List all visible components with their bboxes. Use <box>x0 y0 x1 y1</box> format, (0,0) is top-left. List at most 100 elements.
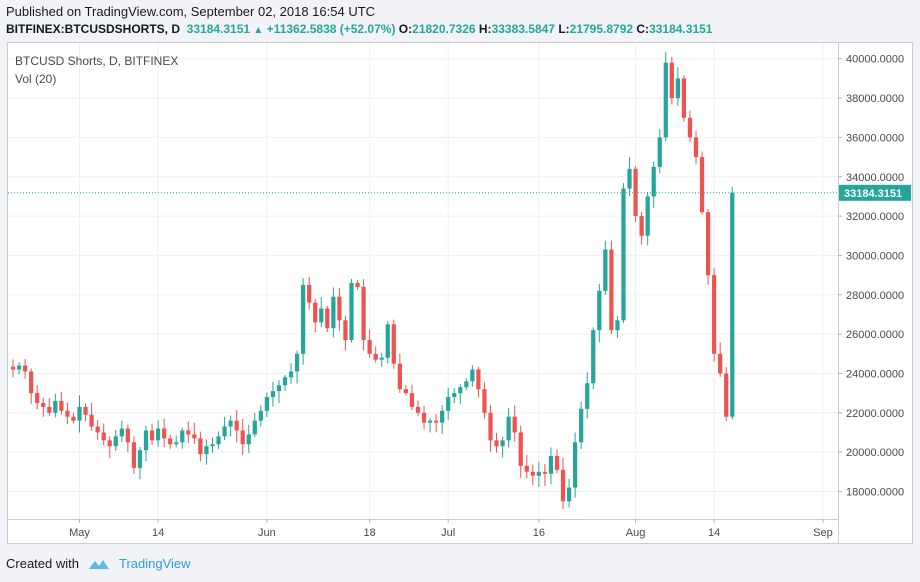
candle-body <box>83 406 88 415</box>
candle-body <box>415 406 421 413</box>
candle-body <box>536 471 541 476</box>
candle-body <box>409 393 415 407</box>
candle-body <box>162 428 167 439</box>
x-tick-label: May <box>69 527 90 539</box>
candle-body <box>186 430 191 435</box>
candle-body <box>452 393 457 398</box>
candle-body <box>307 284 312 303</box>
legend-volume-label: Vol (20) <box>15 72 56 86</box>
candle-body <box>216 436 221 445</box>
candle-body <box>645 196 650 236</box>
candle-body <box>222 426 227 437</box>
close-value: 33184.3151 <box>649 22 713 36</box>
candle-body <box>512 416 517 433</box>
candle-body <box>421 412 427 423</box>
candle-body <box>137 450 143 468</box>
legend-series-label: BTCUSD Shorts, D, BITFINEX <box>15 54 178 68</box>
candle-body <box>427 420 433 423</box>
candlestick-chart[interactable]: 33184.3151 18000.0000 20000.0000 22000.000… <box>8 43 912 543</box>
candle-body <box>174 442 179 445</box>
y-tick-label: 36000.0000 <box>846 132 904 144</box>
candle-body <box>373 353 378 360</box>
candle-body <box>693 137 699 158</box>
candle-body <box>149 430 155 441</box>
candle-body <box>301 284 306 354</box>
y-tick-label: 28000.0000 <box>846 290 904 302</box>
x-tick-label: 18 <box>364 527 376 539</box>
candle-body <box>288 371 294 378</box>
candle-body <box>77 406 82 421</box>
candle-body <box>367 340 372 354</box>
candle-body <box>482 389 487 413</box>
x-tick-label: 16 <box>533 527 545 539</box>
candle-body <box>458 387 463 394</box>
candle-body <box>705 212 711 276</box>
tradingview-brand[interactable]: TradingView <box>118 556 191 571</box>
candle-body <box>566 487 572 502</box>
symbol-info-bar: BITFINEX:BTCUSDSHORTS, D 33184.3151 ▲ +1… <box>6 22 712 36</box>
candle-body <box>603 249 608 291</box>
candle-body <box>234 420 239 431</box>
candle-body <box>639 216 644 236</box>
candle-body <box>712 275 717 354</box>
candle-body <box>29 371 34 394</box>
candle-body <box>180 430 185 443</box>
candle-body <box>349 282 354 341</box>
candle-body <box>343 320 348 341</box>
candle-body <box>675 78 680 99</box>
candle-body <box>554 456 560 470</box>
high-label: H: <box>478 22 492 36</box>
candle-body <box>168 438 173 445</box>
candle-body <box>397 363 402 390</box>
last-price: 33184.3151 <box>186 22 251 36</box>
candle-body <box>657 137 662 167</box>
y-tick-label: 18000.0000 <box>846 486 904 498</box>
candle-body <box>53 400 58 413</box>
candle-body <box>337 296 342 321</box>
footer: Created with TradingView <box>6 556 191 571</box>
candle-body <box>198 438 203 455</box>
x-tick-label: Aug <box>626 527 646 539</box>
y-tick-label: 32000.0000 <box>846 211 904 223</box>
candle-body <box>669 62 674 99</box>
candle-body <box>264 397 269 411</box>
y-tick-label: 34000.0000 <box>846 172 904 184</box>
candle-body <box>313 302 318 323</box>
candle-body <box>270 391 276 398</box>
candle-body <box>524 465 529 472</box>
candle-body <box>35 393 40 403</box>
candle-body <box>464 381 469 388</box>
candle-body <box>506 416 511 441</box>
candle-body <box>494 440 499 447</box>
candle-body <box>573 442 578 488</box>
candle-body <box>385 324 390 358</box>
candle-body <box>325 308 330 329</box>
candle-body <box>331 296 336 329</box>
close-label: C: <box>636 22 650 36</box>
candle-body <box>446 397 451 411</box>
candle-body <box>470 369 475 382</box>
candle-body <box>240 430 245 445</box>
candle-body <box>65 410 70 417</box>
candle-body <box>355 282 360 287</box>
candle-body <box>143 430 149 451</box>
candle-body <box>718 353 723 374</box>
low-label: L: <box>558 22 570 36</box>
last-price-tag <box>839 184 911 201</box>
y-tick-label: 30000.0000 <box>846 250 904 262</box>
candle-body <box>687 117 693 138</box>
x-tick-label: Jul <box>441 527 455 539</box>
candle-body <box>155 428 161 441</box>
candle-body <box>210 444 215 447</box>
y-tick-label: 24000.0000 <box>846 368 904 380</box>
candle-body <box>651 166 656 197</box>
open-label: O: <box>398 22 413 36</box>
chart-panel[interactable]: 33184.3151 18000.0000 20000.0000 22000.000… <box>7 42 913 544</box>
candle-body <box>403 389 409 394</box>
y-tick-label: 40000.0000 <box>846 54 904 66</box>
candle-body <box>681 78 687 118</box>
candle-body <box>391 324 396 364</box>
candle-body <box>192 434 197 439</box>
candle-body <box>597 290 602 331</box>
